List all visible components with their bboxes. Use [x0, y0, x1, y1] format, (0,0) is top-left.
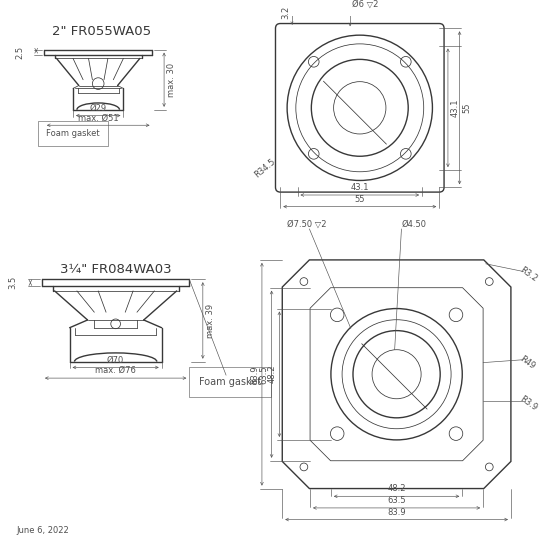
Text: 2" FR055WA05: 2" FR055WA05	[52, 25, 151, 39]
Text: 55: 55	[354, 195, 365, 204]
Text: 48.2: 48.2	[388, 485, 406, 493]
Text: Ø4.50: Ø4.50	[402, 220, 426, 229]
Text: 55: 55	[463, 102, 472, 113]
Text: 2.5: 2.5	[16, 46, 25, 59]
Text: 63.5: 63.5	[260, 365, 269, 383]
Text: Ø7.50 ▽2: Ø7.50 ▽2	[287, 220, 326, 229]
Text: R3.2: R3.2	[517, 265, 539, 284]
Text: Ø70: Ø70	[107, 355, 124, 365]
Text: Foam gasket: Foam gasket	[46, 129, 100, 138]
Text: max. 30: max. 30	[167, 63, 176, 97]
Text: max. Ø76: max. Ø76	[95, 366, 136, 375]
Text: 63.5: 63.5	[388, 496, 406, 505]
Text: Ø29: Ø29	[90, 103, 107, 113]
Text: R3.9: R3.9	[517, 394, 539, 412]
Text: 3.5: 3.5	[9, 276, 18, 289]
Text: max. Ø51: max. Ø51	[78, 113, 119, 122]
Text: 43.1: 43.1	[451, 98, 460, 117]
Text: 3¼" FR084WA03: 3¼" FR084WA03	[60, 263, 171, 276]
Text: 83.9: 83.9	[388, 508, 406, 516]
Text: R34.5: R34.5	[253, 157, 277, 179]
Text: Foam gasket: Foam gasket	[199, 377, 261, 387]
Text: 43.1: 43.1	[351, 183, 369, 192]
Text: 83.9: 83.9	[250, 365, 259, 383]
Text: Ø6 ▽2: Ø6 ▽2	[352, 0, 379, 9]
Text: 48.2: 48.2	[268, 365, 277, 383]
Text: June 6, 2022: June 6, 2022	[17, 526, 69, 535]
Text: 3.2: 3.2	[281, 6, 290, 19]
Text: max. 39: max. 39	[206, 304, 214, 338]
Text: R49: R49	[517, 354, 536, 371]
